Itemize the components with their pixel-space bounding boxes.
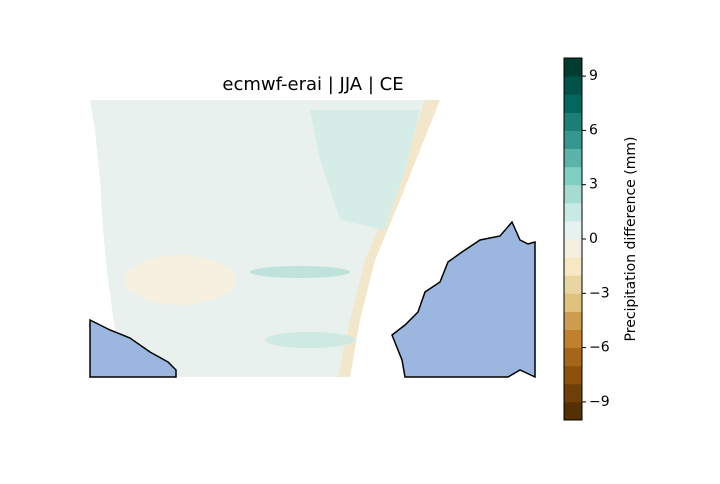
colorbar-band [564, 293, 582, 312]
map [89, 100, 536, 379]
tick-label: 9 [589, 68, 598, 84]
colorbar-band [564, 58, 582, 77]
wet-patch [265, 332, 355, 348]
dry-stripe [338, 100, 440, 377]
colorbar-band [564, 311, 582, 330]
colorbar: 9 6 3 0 −3 −6 −9 [563, 57, 610, 421]
colorbar-band [564, 76, 582, 95]
colorbar-band [564, 112, 582, 131]
tick-label: −6 [589, 340, 610, 356]
dry-patch [125, 255, 235, 305]
colorbar-band [564, 275, 582, 294]
tick-label: 0 [589, 231, 598, 247]
wet-patch [310, 110, 420, 230]
colorbar-band [564, 148, 582, 168]
tick-label: −3 [589, 285, 610, 301]
colorbar-band [564, 94, 582, 113]
colorbar-band [564, 401, 582, 421]
colorbar-band [564, 347, 582, 367]
title: ecmwf-erai | JJA | CE [222, 74, 403, 95]
tick-label: 6 [589, 122, 598, 138]
colorbar-band [564, 130, 582, 149]
colorbar-band [564, 220, 582, 240]
colorbar-band [564, 184, 582, 204]
colorbar-band [564, 257, 582, 276]
colorbar-band [564, 166, 582, 186]
colorbar-band [564, 329, 582, 349]
wet-patch [250, 266, 350, 278]
colorbar-band [564, 365, 582, 385]
land [89, 318, 177, 378]
land [391, 220, 536, 379]
colorbar-band [564, 202, 582, 222]
tick-label: −9 [589, 394, 610, 410]
tick-label: 3 [589, 177, 598, 193]
colorbar-band [564, 239, 582, 258]
colorbar-label: Precipitation difference (mm) [623, 137, 639, 342]
colorbar-band [564, 383, 582, 403]
